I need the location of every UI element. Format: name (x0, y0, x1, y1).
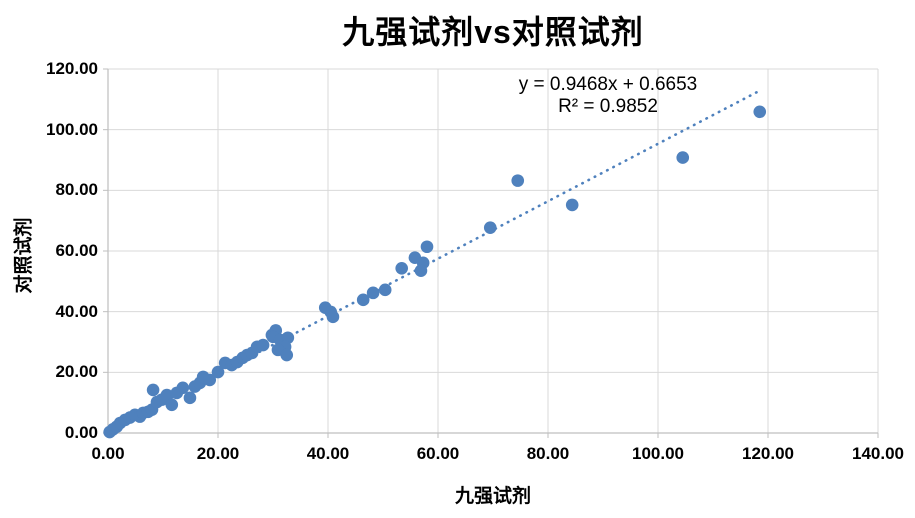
data-point (420, 240, 434, 254)
x-axis-title: 九强试剂 (454, 486, 531, 507)
data-point (511, 174, 525, 187)
trendline-label: y = 0.9468x + 0.6653 R² = 0.9852 (468, 74, 748, 118)
data-point (256, 338, 270, 352)
x-tick-label: 100.00 (632, 444, 684, 463)
data-point (366, 286, 380, 300)
trendline-r-squared: R² = 0.9852 (558, 96, 658, 117)
x-tick-label: 20.00 (196, 444, 240, 463)
y-tick-label: 20.00 (55, 362, 98, 382)
chart-title: 九强试剂vs对照试剂 (342, 14, 644, 50)
trendline-equation: y = 0.9468x + 0.6653 (518, 74, 698, 95)
x-tick-label: 80.00 (526, 444, 570, 463)
trendline (109, 89, 762, 431)
data-point (414, 264, 428, 278)
x-tick-label: 0.00 (91, 444, 125, 463)
data-point (165, 398, 179, 412)
y-tick-label: 40.00 (55, 301, 98, 321)
x-tick-label: 140.00 (852, 444, 904, 463)
data-point (176, 381, 190, 395)
data-point (183, 391, 197, 405)
data-point (676, 151, 690, 164)
data-point (565, 198, 579, 212)
x-tick-label: 120.00 (742, 444, 794, 463)
data-point (280, 348, 294, 362)
data-point (326, 310, 340, 324)
data-point (203, 373, 217, 387)
data-point (753, 105, 767, 119)
data-point (211, 365, 225, 379)
data-point (146, 383, 160, 397)
data-point (483, 221, 497, 234)
data-point (378, 283, 392, 297)
data-point (160, 388, 174, 402)
data-point (356, 293, 370, 307)
y-tick-label: 60.00 (55, 241, 98, 260)
y-tick-label: 0.00 (64, 423, 98, 442)
x-tick-label: 60.00 (416, 444, 460, 463)
y-tick-label: 80.00 (55, 180, 98, 200)
y-tick-label: 120.00 (46, 59, 98, 78)
x-tick-label: 40.00 (306, 444, 350, 463)
y-tick-label: 100.00 (46, 119, 98, 139)
data-point (395, 261, 409, 275)
